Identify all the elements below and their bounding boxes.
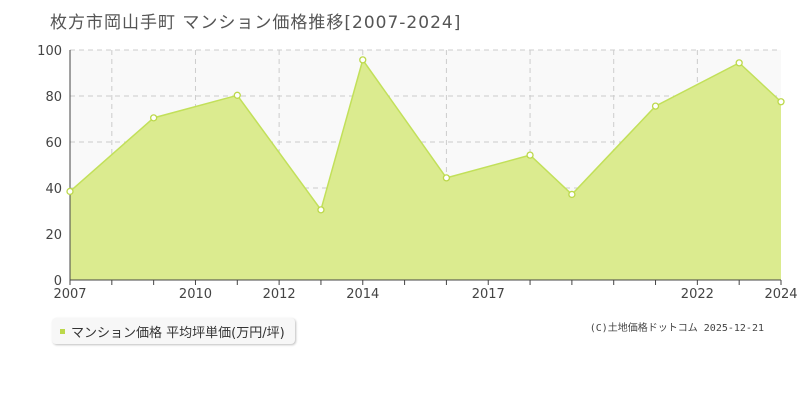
legend-label: マンション価格 平均坪単価(万円/坪)	[71, 325, 285, 341]
data-point	[359, 56, 367, 64]
y-tick-label: 80	[45, 90, 62, 105]
series-area	[70, 59, 781, 280]
y-tick-label: 60	[45, 136, 62, 151]
chart-title: 枚方市岡山手町 マンション価格推移[2007-2024]	[50, 13, 462, 33]
legend: マンション価格 平均坪単価(万円/坪)	[52, 318, 295, 344]
data-point	[735, 59, 743, 67]
x-tick-label: 2007	[53, 287, 86, 302]
y-tick-label: 100	[37, 44, 62, 59]
x-tick-label: 2012	[263, 287, 296, 302]
y-tick-label: 0	[54, 274, 62, 289]
data-point	[651, 102, 660, 110]
data-point	[233, 91, 241, 99]
y-tick-label: 40	[45, 182, 62, 197]
data-point	[568, 190, 576, 199]
copyright-credit: (C)土地価格ドットコム 2025-12-21	[589, 323, 764, 334]
x-tick-label: 2017	[472, 287, 505, 302]
data-point	[442, 174, 451, 182]
data-point	[777, 98, 785, 106]
x-tick-label: 2014	[346, 287, 379, 302]
data-point	[66, 187, 74, 196]
x-tick-label: 2022	[681, 287, 714, 302]
legend-swatch	[60, 328, 65, 334]
y-tick-label: 20	[45, 228, 62, 243]
x-tick-label: 2024	[764, 287, 797, 302]
x-tick-label: 2010	[179, 287, 212, 302]
data-point	[526, 151, 534, 159]
data-point	[149, 114, 158, 122]
data-point	[317, 206, 325, 214]
